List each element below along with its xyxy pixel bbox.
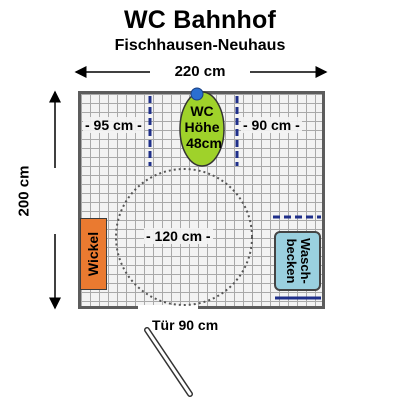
flush-button bbox=[190, 87, 204, 101]
wc-label-line1: WC bbox=[190, 103, 214, 119]
wc-label-line3: 48cm bbox=[186, 135, 222, 151]
width-label: 220 cm bbox=[174, 63, 226, 80]
turning-circle bbox=[115, 168, 253, 306]
wash-basin-label-line1: Wasch- bbox=[298, 238, 313, 284]
wash-basin-label-line2: becken bbox=[284, 238, 299, 284]
changing-table-label: Wickel bbox=[85, 231, 101, 277]
wc-label-line2: Höhe bbox=[184, 119, 220, 135]
turning-circle-label: - 120 cm - bbox=[144, 228, 213, 244]
wash-basin bbox=[274, 231, 321, 291]
page-title: WC Bahnhof bbox=[124, 6, 276, 34]
page-subtitle: Fischhausen-Neuhaus bbox=[114, 37, 286, 54]
door-label: Tür 90 cm bbox=[152, 317, 219, 333]
changing-table bbox=[80, 218, 107, 290]
right-clearance-label: - 90 cm - bbox=[241, 117, 302, 133]
wash-basin-label: Wasch- becken bbox=[284, 226, 313, 296]
door-opening bbox=[138, 305, 198, 311]
left-clearance-label: - 95 cm - bbox=[83, 117, 144, 133]
